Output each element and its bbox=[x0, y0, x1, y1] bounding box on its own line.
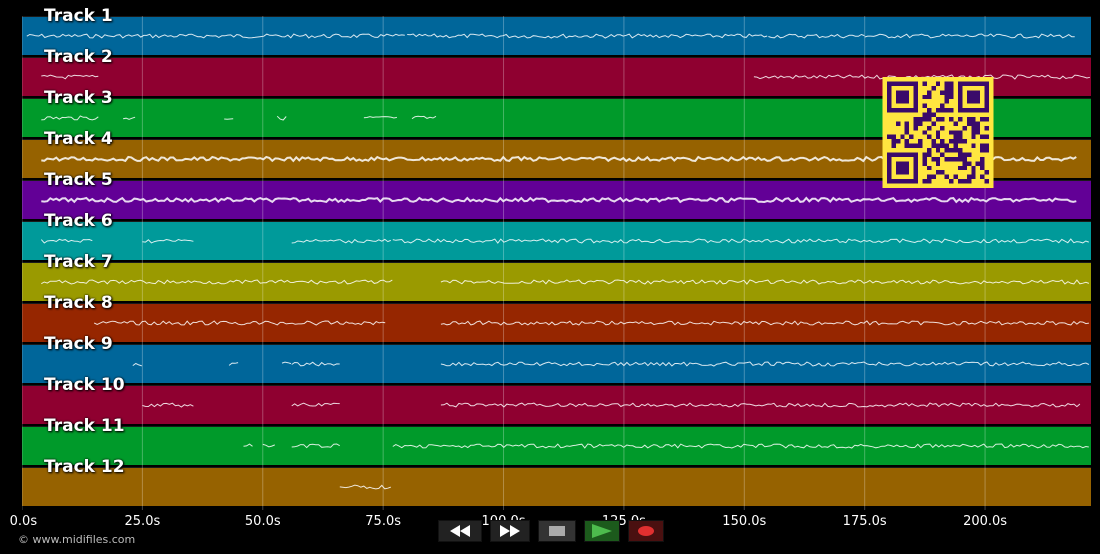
note-segment bbox=[440, 279, 1090, 285]
time-tick-label: 50.0s bbox=[244, 514, 281, 529]
note-segment bbox=[768, 33, 865, 39]
transport-controls bbox=[438, 520, 664, 542]
note-segment bbox=[392, 238, 1089, 244]
note-segment bbox=[123, 116, 136, 120]
note-segment bbox=[291, 402, 340, 407]
note-segment bbox=[228, 362, 239, 366]
time-grid bbox=[22, 16, 986, 510]
note-segment bbox=[440, 402, 1081, 408]
note-segment bbox=[93, 320, 386, 326]
time-tick-label: 150.0s bbox=[722, 514, 767, 529]
note-segment bbox=[407, 33, 768, 39]
note-segment bbox=[262, 443, 275, 448]
note-segment bbox=[339, 484, 391, 490]
fast-forward-icon bbox=[500, 525, 520, 537]
fast-forward-button[interactable] bbox=[490, 520, 530, 542]
note-segment bbox=[291, 238, 340, 244]
note-segment bbox=[291, 443, 340, 449]
time-tick-label: 175.0s bbox=[842, 514, 887, 529]
note-segment bbox=[40, 238, 93, 244]
track-lane bbox=[22, 303, 1091, 342]
record-icon bbox=[638, 526, 654, 536]
note-segment bbox=[339, 238, 391, 244]
note-segment bbox=[363, 116, 397, 119]
note-segment bbox=[142, 402, 194, 408]
note-segment bbox=[440, 361, 1090, 367]
note-lanes bbox=[26, 33, 1091, 490]
time-tick-label: 75.0s bbox=[365, 514, 401, 529]
note-segment bbox=[224, 118, 234, 120]
note-segment bbox=[392, 443, 1089, 449]
note-segment bbox=[41, 196, 1077, 204]
stop-button[interactable] bbox=[538, 520, 576, 542]
note-segment bbox=[440, 320, 1089, 326]
note-segment bbox=[41, 115, 99, 121]
note-segment bbox=[281, 361, 292, 365]
note-segment bbox=[26, 33, 405, 39]
time-tick-label: 0.0s bbox=[9, 514, 38, 529]
stop-icon bbox=[549, 526, 565, 536]
rewind-icon bbox=[450, 525, 470, 537]
play-icon bbox=[592, 524, 612, 538]
note-segment bbox=[276, 115, 287, 121]
note-segment bbox=[41, 279, 393, 285]
time-tick-label: 25.0s bbox=[124, 514, 161, 529]
track-lane bbox=[22, 467, 1091, 506]
note-segment bbox=[291, 361, 340, 367]
note-segment bbox=[864, 33, 1075, 39]
track-lane bbox=[22, 221, 1091, 260]
note-segment bbox=[41, 74, 99, 80]
copyright-text: © www.midifiles.com bbox=[18, 533, 136, 546]
note-segment bbox=[411, 115, 437, 120]
rewind-button[interactable] bbox=[438, 520, 482, 542]
note-segment bbox=[243, 443, 253, 447]
note-segment bbox=[132, 362, 142, 367]
record-button[interactable] bbox=[628, 520, 664, 542]
note-segment bbox=[142, 238, 194, 244]
play-button[interactable] bbox=[584, 520, 620, 542]
qr-code-image bbox=[882, 77, 994, 188]
time-tick-label: 200.0s bbox=[963, 514, 1008, 529]
